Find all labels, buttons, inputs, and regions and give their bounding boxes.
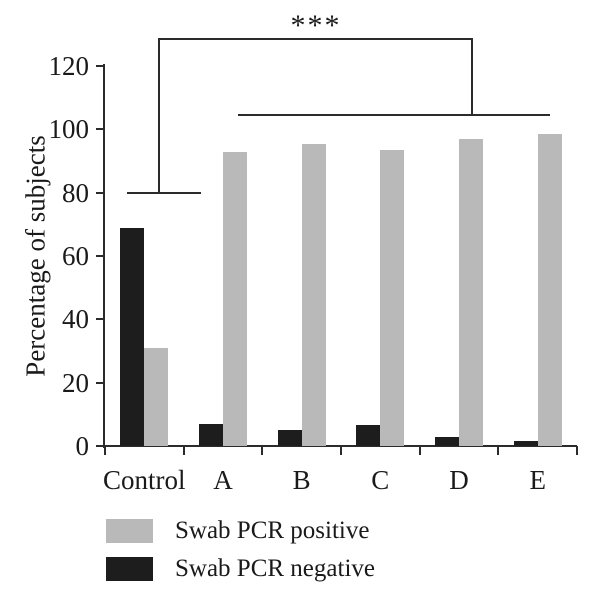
bar-swab-pcr-negative-b	[277, 430, 302, 446]
y-tick	[96, 191, 105, 194]
sig-bracket-control-line	[127, 191, 201, 194]
significance-stars: ***	[290, 9, 342, 42]
y-tick	[96, 65, 105, 67]
y-tick-label: 120	[48, 51, 90, 81]
x-tick	[182, 446, 185, 455]
bar-swab-pcr-positive-a	[223, 151, 247, 446]
y-tick	[96, 445, 105, 447]
bar-swab-pcr-positive-control	[144, 347, 169, 446]
legend: Swab PCR positive Swab PCR negative	[106, 517, 375, 595]
legend-item-swab-pcr-positive: Swab PCR positive	[106, 517, 375, 544]
y-tick-label: 20	[62, 367, 89, 398]
x-tick	[576, 446, 578, 455]
sig-bracket-right-vline	[471, 38, 473, 116]
bar-swab-pcr-positive-e	[537, 134, 562, 446]
bar-swab-pcr-positive-c	[380, 149, 405, 446]
legend-swatch-swab-pcr-negative	[106, 557, 153, 581]
y-tick-label: 80	[62, 177, 89, 208]
x-tick	[261, 446, 264, 455]
y-tick-label: 60	[62, 241, 89, 271]
bar-swab-pcr-negative-control	[120, 227, 145, 446]
legend-swatch-swab-pcr-positive	[106, 519, 153, 543]
x-category-label-b: B	[292, 465, 311, 495]
bar-swab-pcr-negative-c	[356, 425, 381, 446]
y-tick-label: 40	[62, 304, 89, 335]
sig-bracket-groups-line	[238, 114, 550, 117]
x-category-label-c: C	[371, 465, 390, 495]
y-tick-label: 100	[48, 114, 90, 145]
legend-label: Swab PCR negative	[175, 555, 375, 582]
x-category-label-a: A	[213, 465, 233, 495]
bar-swab-pcr-negative-e	[513, 441, 538, 447]
y-tick	[96, 381, 105, 384]
x-category-label-d: D	[449, 465, 469, 495]
sig-bracket-left-vline	[158, 38, 160, 193]
x-tick	[104, 446, 106, 455]
y-tick-label: 0	[75, 431, 90, 461]
bar-swab-pcr-positive-b	[301, 143, 326, 446]
x-tick	[497, 446, 500, 455]
bar-swab-pcr-negative-a	[199, 423, 223, 446]
y-tick	[96, 318, 105, 321]
y-tick	[96, 255, 105, 257]
legend-label: Swab PCR positive	[175, 517, 370, 544]
bar-swab-pcr-negative-d	[435, 436, 459, 446]
x-tick	[340, 446, 342, 455]
bar-swab-pcr-positive-d	[459, 138, 483, 446]
y-tick	[96, 128, 105, 131]
x-tick	[418, 446, 421, 455]
x-category-label-control: Control	[103, 465, 186, 495]
sig-bracket-top-line	[158, 38, 473, 41]
legend-item-swab-pcr-negative: Swab PCR negative	[106, 555, 375, 582]
x-category-label-e: E	[529, 465, 546, 495]
